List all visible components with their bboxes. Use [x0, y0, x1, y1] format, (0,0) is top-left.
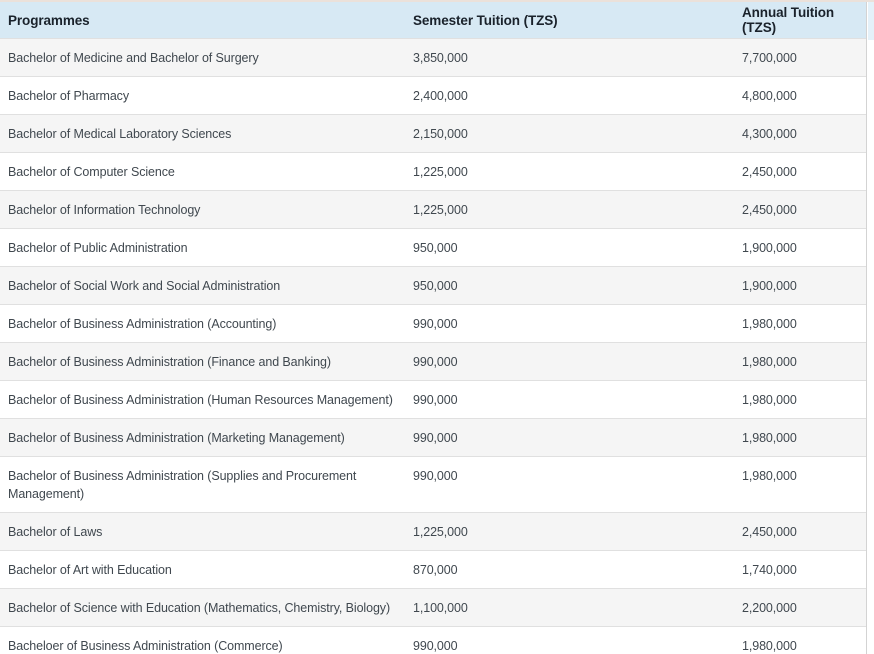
table-row: Bachelor of Medical Laboratory Sciences … [0, 114, 866, 152]
table-row: Bachelor of Business Administration (Fin… [0, 342, 866, 380]
annual-tuition-cell: 1,980,000 [742, 639, 797, 653]
semester-tuition-cell: 1,100,000 [413, 601, 468, 615]
semester-tuition-cell: 950,000 [413, 279, 458, 293]
semester-tuition-cell: 1,225,000 [413, 203, 468, 217]
annual-tuition-cell: 4,800,000 [742, 89, 797, 103]
semester-tuition-cell: 990,000 [413, 355, 458, 369]
programme-cell: Bachelor of Business Administration (Sup… [8, 469, 357, 501]
top-accent-line [0, 0, 874, 2]
programme-cell: Bachelor of Art with Education [8, 563, 172, 577]
programme-cell: Bachelor of Business Administration (Acc… [8, 317, 277, 331]
annual-tuition-cell: 4,300,000 [742, 127, 797, 141]
table-header-row: Programmes Semester Tuition (TZS) Annual… [0, 2, 866, 38]
right-gutter [868, 2, 874, 40]
table-row: Bachelor of Social Work and Social Admin… [0, 266, 866, 304]
table-row: Bachelor of Business Administration (Acc… [0, 304, 866, 342]
programme-cell: Bachelor of Laws [8, 525, 103, 539]
programme-cell: Bachelor of Medicine and Bachelor of Sur… [8, 51, 259, 65]
semester-tuition-cell: 2,150,000 [413, 127, 468, 141]
annual-tuition-cell: 1,980,000 [742, 355, 797, 369]
table-body: Bachelor of Medicine and Bachelor of Sur… [0, 38, 866, 654]
annual-tuition-cell: 1,980,000 [742, 469, 797, 483]
programme-cell: Bachelor of Pharmacy [8, 89, 129, 103]
semester-tuition-cell: 990,000 [413, 469, 458, 483]
annual-tuition-cell: 7,700,000 [742, 51, 797, 65]
annual-tuition-cell: 2,200,000 [742, 601, 797, 615]
semester-tuition-cell: 950,000 [413, 241, 458, 255]
annual-tuition-cell: 1,900,000 [742, 279, 797, 293]
programme-cell: Bacheloer of Business Administration (Co… [8, 639, 283, 653]
column-header-semester-tuition: Semester Tuition (TZS) [413, 12, 558, 28]
semester-tuition-cell: 1,225,000 [413, 165, 468, 179]
semester-tuition-cell: 3,850,000 [413, 51, 468, 65]
annual-tuition-cell: 1,740,000 [742, 563, 797, 577]
semester-tuition-cell: 1,225,000 [413, 525, 468, 539]
semester-tuition-cell: 990,000 [413, 639, 458, 653]
table-row: Bachelor of Medicine and Bachelor of Sur… [0, 38, 866, 76]
annual-tuition-cell: 1,980,000 [742, 431, 797, 445]
programme-cell: Bachelor of Information Technology [8, 203, 201, 217]
table-row: Bachelor of Business Administration (Hum… [0, 380, 866, 418]
table-row: Bachelor of Business Administration (Sup… [0, 456, 866, 512]
table-row: Bacheloer of Business Administration (Co… [0, 626, 866, 654]
table-row: Bachelor of Computer Science 1,225,000 2… [0, 152, 866, 190]
column-header-programmes: Programmes [8, 12, 90, 28]
table-row: Bachelor of Business Administration (Mar… [0, 418, 866, 456]
semester-tuition-cell: 870,000 [413, 563, 458, 577]
table-row: Bachelor of Science with Education (Math… [0, 588, 866, 626]
semester-tuition-cell: 990,000 [413, 393, 458, 407]
semester-tuition-cell: 990,000 [413, 317, 458, 331]
programme-cell: Bachelor of Computer Science [8, 165, 175, 179]
programme-cell: Bachelor of Science with Education (Math… [8, 601, 391, 615]
annual-tuition-cell: 2,450,000 [742, 203, 797, 217]
table-row: Bachelor of Pharmacy 2,400,000 4,800,000 [0, 76, 866, 114]
annual-tuition-cell: 1,900,000 [742, 241, 797, 255]
programme-cell: Bachelor of Business Administration (Mar… [8, 431, 345, 445]
semester-tuition-cell: 990,000 [413, 431, 458, 445]
programme-cell: Bachelor of Medical Laboratory Sciences [8, 127, 232, 141]
annual-tuition-cell: 2,450,000 [742, 525, 797, 539]
programme-cell: Bachelor of Business Administration (Hum… [8, 393, 393, 407]
semester-tuition-cell: 2,400,000 [413, 89, 468, 103]
programme-cell: Bachelor of Business Administration (Fin… [8, 355, 331, 369]
programme-cell: Bachelor of Social Work and Social Admin… [8, 279, 281, 293]
column-header-annual-tuition: Annual Tuition (TZS) [742, 5, 835, 35]
table-row: Bachelor of Information Technology 1,225… [0, 190, 866, 228]
annual-tuition-cell: 1,980,000 [742, 393, 797, 407]
table-row: Bachelor of Art with Education 870,000 1… [0, 550, 866, 588]
table-row: Bachelor of Laws 1,225,000 2,450,000 [0, 512, 866, 550]
annual-tuition-cell: 1,980,000 [742, 317, 797, 331]
table-row: Bachelor of Public Administration 950,00… [0, 228, 866, 266]
programme-cell: Bachelor of Public Administration [8, 241, 188, 255]
annual-tuition-cell: 2,450,000 [742, 165, 797, 179]
